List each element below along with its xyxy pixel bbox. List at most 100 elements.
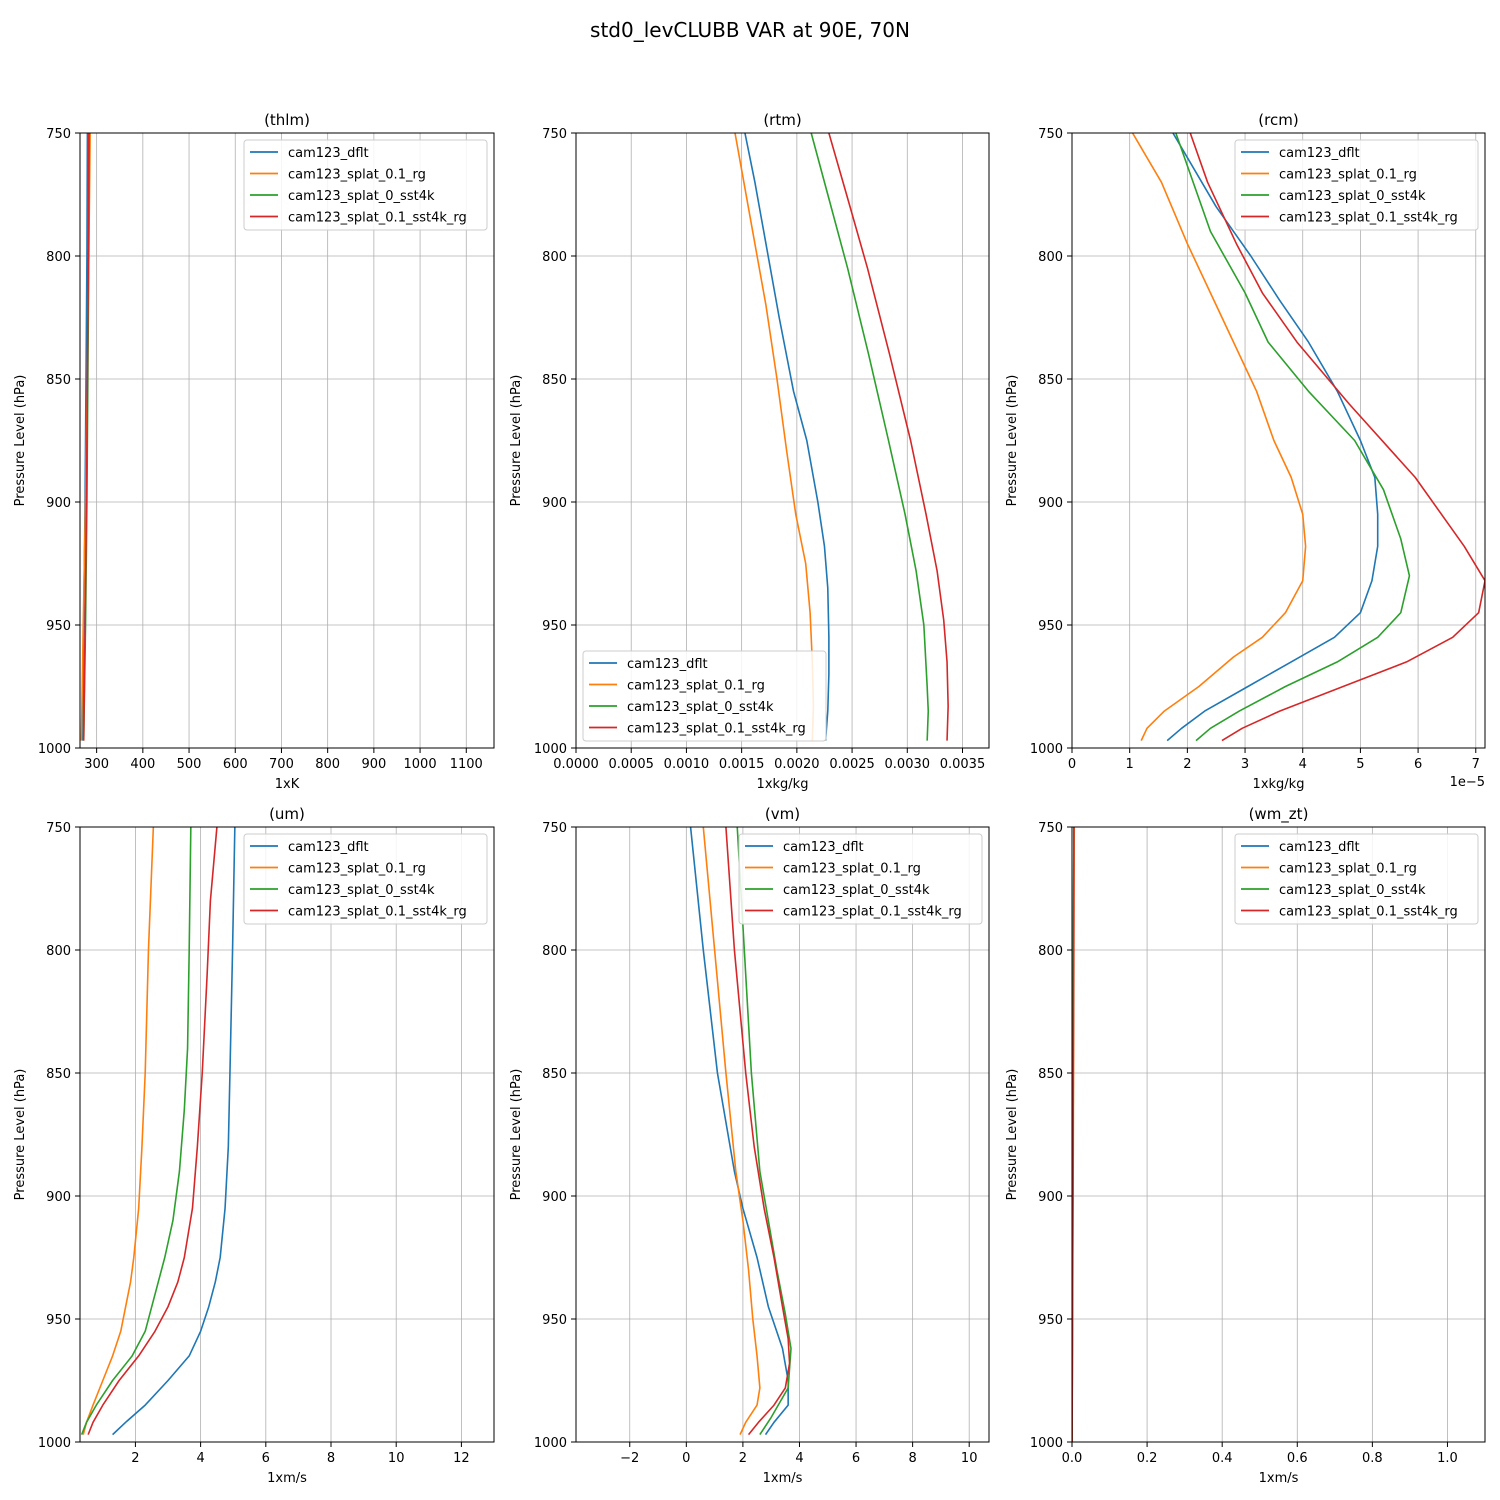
y-tick-label: 950 bbox=[46, 1313, 71, 1328]
x-tick-label: 4 bbox=[196, 1451, 204, 1466]
series-line-cam123_splat_0.1_sst4k_rg bbox=[725, 827, 791, 1436]
legend-frame bbox=[243, 833, 488, 925]
y-tick-label: 950 bbox=[542, 1313, 567, 1328]
series-line-cam123_splat_0.1_sst4k_rg bbox=[828, 133, 949, 741]
y-tick-label: 1000 bbox=[1030, 1436, 1063, 1451]
y-tick-label: 850 bbox=[542, 1067, 567, 1082]
y-axis-label: Pressure Level (hPa) bbox=[13, 375, 28, 507]
legend-label: cam123_splat_0.1_rg bbox=[1279, 862, 1417, 877]
y-tick-label: 900 bbox=[46, 1190, 71, 1205]
x-tick-label: 8 bbox=[327, 1451, 335, 1466]
x-tick-label: 0.0000 bbox=[553, 757, 599, 772]
y-tick-label: 1000 bbox=[534, 1436, 567, 1451]
legend-label: cam123_splat_0.1_sst4k_rg bbox=[783, 905, 962, 920]
x-tick-label: 6 bbox=[262, 1451, 270, 1466]
y-axis-label: Pressure Level (hPa) bbox=[1005, 375, 1020, 507]
subplot-0: 300 400 500 600 700 800 900 1000 1100 750 800 850 90… bbox=[13, 111, 495, 792]
y-tick-label: 750 bbox=[46, 821, 71, 836]
legend-label: cam123_dflt bbox=[288, 840, 369, 855]
subplot-title: (um) bbox=[269, 805, 305, 823]
y-tick-label: 800 bbox=[1038, 250, 1063, 265]
subplot-5: 0.0 0.2 0.4 0.6 0.8 1.0 750 800 850 900 950 1000 (wm… bbox=[1005, 805, 1486, 1486]
x-tick-label: 900 bbox=[361, 757, 386, 772]
x-offset-text: 1e−5 bbox=[1450, 775, 1485, 790]
series-line-cam123_splat_0.1_sst4k_rg bbox=[82, 133, 90, 741]
x-tick-label: 0.0030 bbox=[885, 757, 931, 772]
x-tick-label: 1 bbox=[1126, 757, 1134, 772]
series-line-cam123_splat_0.1_sst4k_rg bbox=[1189, 133, 1485, 742]
plot-frame bbox=[575, 132, 990, 749]
y-tick-label: 900 bbox=[46, 496, 71, 511]
y-tick-label: 800 bbox=[542, 944, 567, 959]
y-tick-label: 850 bbox=[46, 373, 71, 388]
y-axis-label: Pressure Level (hPa) bbox=[509, 375, 524, 507]
y-tick-label: 850 bbox=[1038, 1067, 1063, 1082]
series-line-cam123_splat_0_sst4k bbox=[80, 827, 192, 1435]
legend-frame bbox=[1234, 139, 1479, 231]
legend: cam123_dflt cam123_splat_0.1_rg cam123_spl… bbox=[243, 833, 488, 925]
legend-label: cam123_splat_0_sst4k bbox=[288, 189, 435, 204]
x-tick-label: 0.0035 bbox=[940, 757, 986, 772]
y-tick-label: 750 bbox=[542, 821, 567, 836]
legend-label: cam123_splat_0.1_sst4k_rg bbox=[1279, 905, 1458, 920]
plot-frame bbox=[1071, 826, 1486, 1443]
x-tick-label: 400 bbox=[130, 757, 155, 772]
y-tick-label: 1000 bbox=[38, 742, 71, 757]
x-axis-label: 1xm/s bbox=[763, 1471, 803, 1486]
legend-label: cam123_splat_0_sst4k bbox=[288, 883, 435, 898]
series-line-cam123_splat_0.1_rg bbox=[82, 827, 155, 1435]
legend: cam123_dflt cam123_splat_0.1_rg cam123_spl… bbox=[582, 650, 827, 742]
legend-frame bbox=[738, 833, 983, 925]
x-tick-label: 800 bbox=[315, 757, 340, 772]
subplot-title: (rtm) bbox=[763, 111, 801, 129]
x-axis-label: 1xK bbox=[275, 777, 300, 792]
legend-frame bbox=[243, 139, 488, 231]
x-tick-label: 700 bbox=[269, 757, 294, 772]
x-tick-label: 0.4 bbox=[1212, 1451, 1233, 1466]
y-tick-label: 850 bbox=[1038, 373, 1063, 388]
y-tick-label: 800 bbox=[46, 944, 71, 959]
subplot-title: (thlm) bbox=[264, 111, 310, 129]
legend-label: cam123_splat_0.1_sst4k_rg bbox=[288, 211, 467, 226]
x-axis-label: 1xkg/kg bbox=[1253, 777, 1305, 792]
y-tick-label: 800 bbox=[1038, 944, 1063, 959]
x-tick-label: 0.6 bbox=[1287, 1451, 1308, 1466]
y-tick-label: 900 bbox=[1038, 496, 1063, 511]
x-tick-label: 0.0010 bbox=[664, 757, 710, 772]
x-tick-label: 0 bbox=[1068, 757, 1076, 772]
series-line-cam123_splat_0.1_rg bbox=[702, 827, 761, 1435]
series-line-cam123_splat_0_sst4k bbox=[1175, 133, 1411, 742]
legend-label: cam123_splat_0_sst4k bbox=[783, 883, 930, 898]
subplot-title: (wm_zt) bbox=[1249, 805, 1309, 824]
legend-label: cam123_dflt bbox=[288, 146, 369, 161]
series-line-cam123_dflt bbox=[689, 827, 789, 1436]
x-tick-label: 7 bbox=[1472, 757, 1480, 772]
y-axis-label: Pressure Level (hPa) bbox=[509, 1069, 524, 1201]
x-tick-label: 2 bbox=[131, 1451, 139, 1466]
y-tick-label: 1000 bbox=[1030, 742, 1063, 757]
plot-frame bbox=[575, 826, 990, 1443]
legend-frame bbox=[1234, 833, 1479, 925]
x-tick-label: 1000 bbox=[404, 757, 437, 772]
legend-label: cam123_splat_0.1_sst4k_rg bbox=[288, 905, 467, 920]
y-tick-label: 900 bbox=[542, 496, 567, 511]
x-tick-label: 0.0015 bbox=[719, 757, 765, 772]
x-tick-label: 2 bbox=[739, 1451, 747, 1466]
x-tick-label: 3 bbox=[1241, 757, 1249, 772]
legend: cam123_dflt cam123_splat_0.1_rg cam123_spl… bbox=[1234, 833, 1479, 925]
legend-label: cam123_dflt bbox=[627, 657, 708, 672]
x-tick-label: 0.8 bbox=[1362, 1451, 1383, 1466]
x-tick-label: 0 bbox=[682, 1451, 690, 1466]
subplot-4: −2 0 2 4 6 8 10 750 800 850 900 950 1000 (vm) 1xm/s Pre… bbox=[509, 805, 990, 1486]
y-tick-label: 900 bbox=[1038, 1190, 1063, 1205]
x-tick-label: 4 bbox=[795, 1451, 803, 1466]
series-line-cam123_dflt bbox=[744, 133, 830, 741]
plot-frame bbox=[79, 826, 495, 1443]
x-axis-label: 1xm/s bbox=[267, 1471, 307, 1486]
subplot-3: 2 4 6 8 10 12 750 800 850 900 950 1000 (um) 1xm/s Pres… bbox=[13, 805, 495, 1486]
y-axis-label: Pressure Level (hPa) bbox=[1005, 1069, 1020, 1201]
x-tick-label: 300 bbox=[84, 757, 109, 772]
x-tick-label: 2 bbox=[1183, 757, 1191, 772]
